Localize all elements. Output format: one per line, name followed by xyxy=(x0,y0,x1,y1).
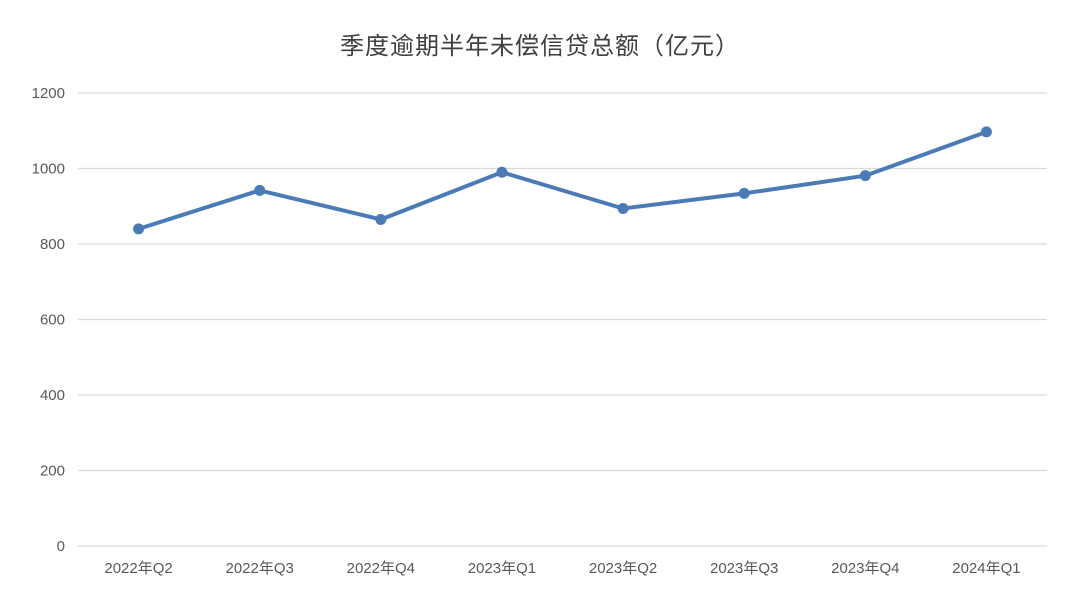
y-tick-label: 600 xyxy=(40,312,65,329)
data-point-marker xyxy=(496,166,508,178)
y-tick-label: 0 xyxy=(57,538,65,555)
x-tick-label: 2023年Q3 xyxy=(710,560,778,577)
x-tick-label: 2022年Q3 xyxy=(225,560,293,577)
x-tick-label: 2022年Q4 xyxy=(347,560,415,577)
data-point-marker xyxy=(859,170,871,182)
data-point-marker xyxy=(980,126,992,138)
x-tick-label: 2023年Q4 xyxy=(831,560,899,577)
y-tick-label: 400 xyxy=(40,387,65,404)
x-tick-label: 2023年Q2 xyxy=(589,560,657,577)
y-tick-label: 1000 xyxy=(32,161,65,178)
y-tick-label: 200 xyxy=(40,463,65,480)
chart-title: 季度逾期半年未偿信贷总额（亿元） xyxy=(340,32,740,60)
data-line xyxy=(136,129,989,231)
data-point-marker xyxy=(133,223,145,235)
x-tick-label: 2023年Q1 xyxy=(468,560,536,577)
y-tick-label: 1200 xyxy=(32,85,65,102)
x-tick-label: 2024年Q1 xyxy=(952,560,1020,577)
y-tick-label: 800 xyxy=(40,236,65,253)
data-point-marker xyxy=(254,184,266,196)
data-point-marker xyxy=(617,203,629,215)
x-tick-label: 2022年Q2 xyxy=(104,560,172,577)
data-point-marker xyxy=(738,187,750,199)
data-point-marker xyxy=(375,213,387,225)
